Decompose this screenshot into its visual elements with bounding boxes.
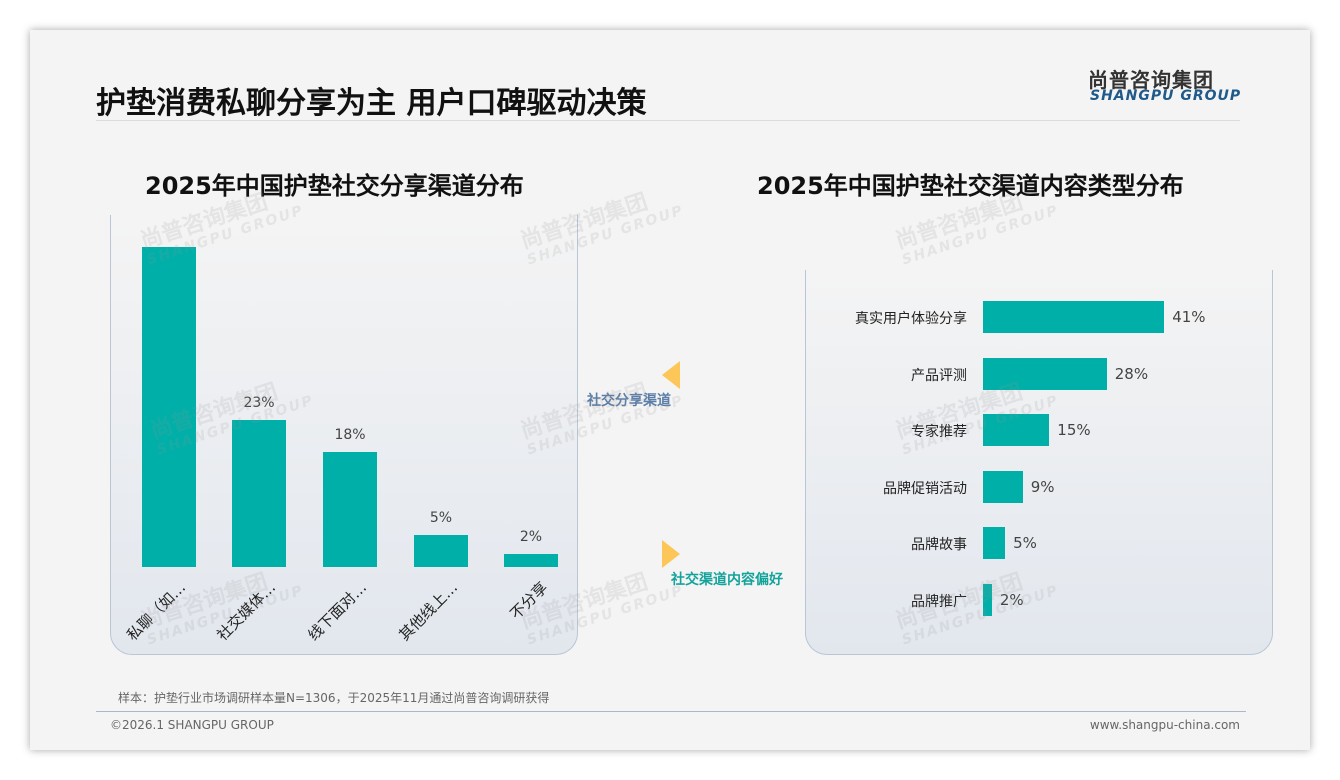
data-label: 2% [999,591,1024,609]
y-tick-label: 品牌促销活动 [883,480,967,497]
y-tick-label: 产品评测 [911,367,967,384]
bar [983,301,1165,333]
arrow-left-icon [662,361,680,389]
bar [983,470,1023,503]
logo-text-en: SHANGPU GROUP [1090,88,1242,104]
bar [983,357,1107,390]
data-label: 18% [334,426,366,443]
right-chart-title: 2025年中国护垫社交渠道内容类型分布 [757,172,1184,200]
bar [414,535,468,567]
left-chart-title: 2025年中国护垫社交分享渠道分布 [145,172,524,200]
arrow-right-label: 社交渠道内容偏好 [671,572,783,588]
website-url: www.shangpu-china.com [1089,718,1240,732]
sample-note: 样本：护垫行业市场调研样本量N=1306，于2025年11月通过尚普咨询调研获得 [118,691,550,705]
footer-divider [96,711,1246,712]
logo-text-cn: 尚普咨询集团 [1088,68,1214,92]
data-label: 5% [429,510,453,526]
arrow-left-label: 社交分享渠道 [587,393,671,409]
y-tick-label: 真实用户体验分享 [855,311,967,327]
header-divider [96,120,1240,121]
bar [142,247,196,567]
data-label: 9% [1030,477,1055,496]
data-label: 28% [1114,364,1149,383]
bar [323,451,377,567]
bar [983,414,1050,447]
data-label: 41% [1172,308,1206,326]
copyright: ©2026.1 SHANGPU GROUP [110,718,274,732]
arrow-right-icon [662,540,680,568]
data-label: 5% [1013,534,1037,553]
y-tick-label: 品牌故事 [911,537,967,554]
y-tick-label: 专家推荐 [911,424,967,441]
data-label: 2% [519,529,543,546]
page-title: 护垫消费私聊分享为主 用户口碑驱动决策 [96,86,647,121]
y-tick-label: 品牌推广 [911,594,967,610]
bar [983,584,992,616]
data-label: 15% [1057,421,1091,440]
right-chart-panel [805,270,1273,655]
bar [232,419,286,567]
bar [983,527,1006,560]
data-label: 23% [243,394,275,411]
bar [504,554,558,567]
